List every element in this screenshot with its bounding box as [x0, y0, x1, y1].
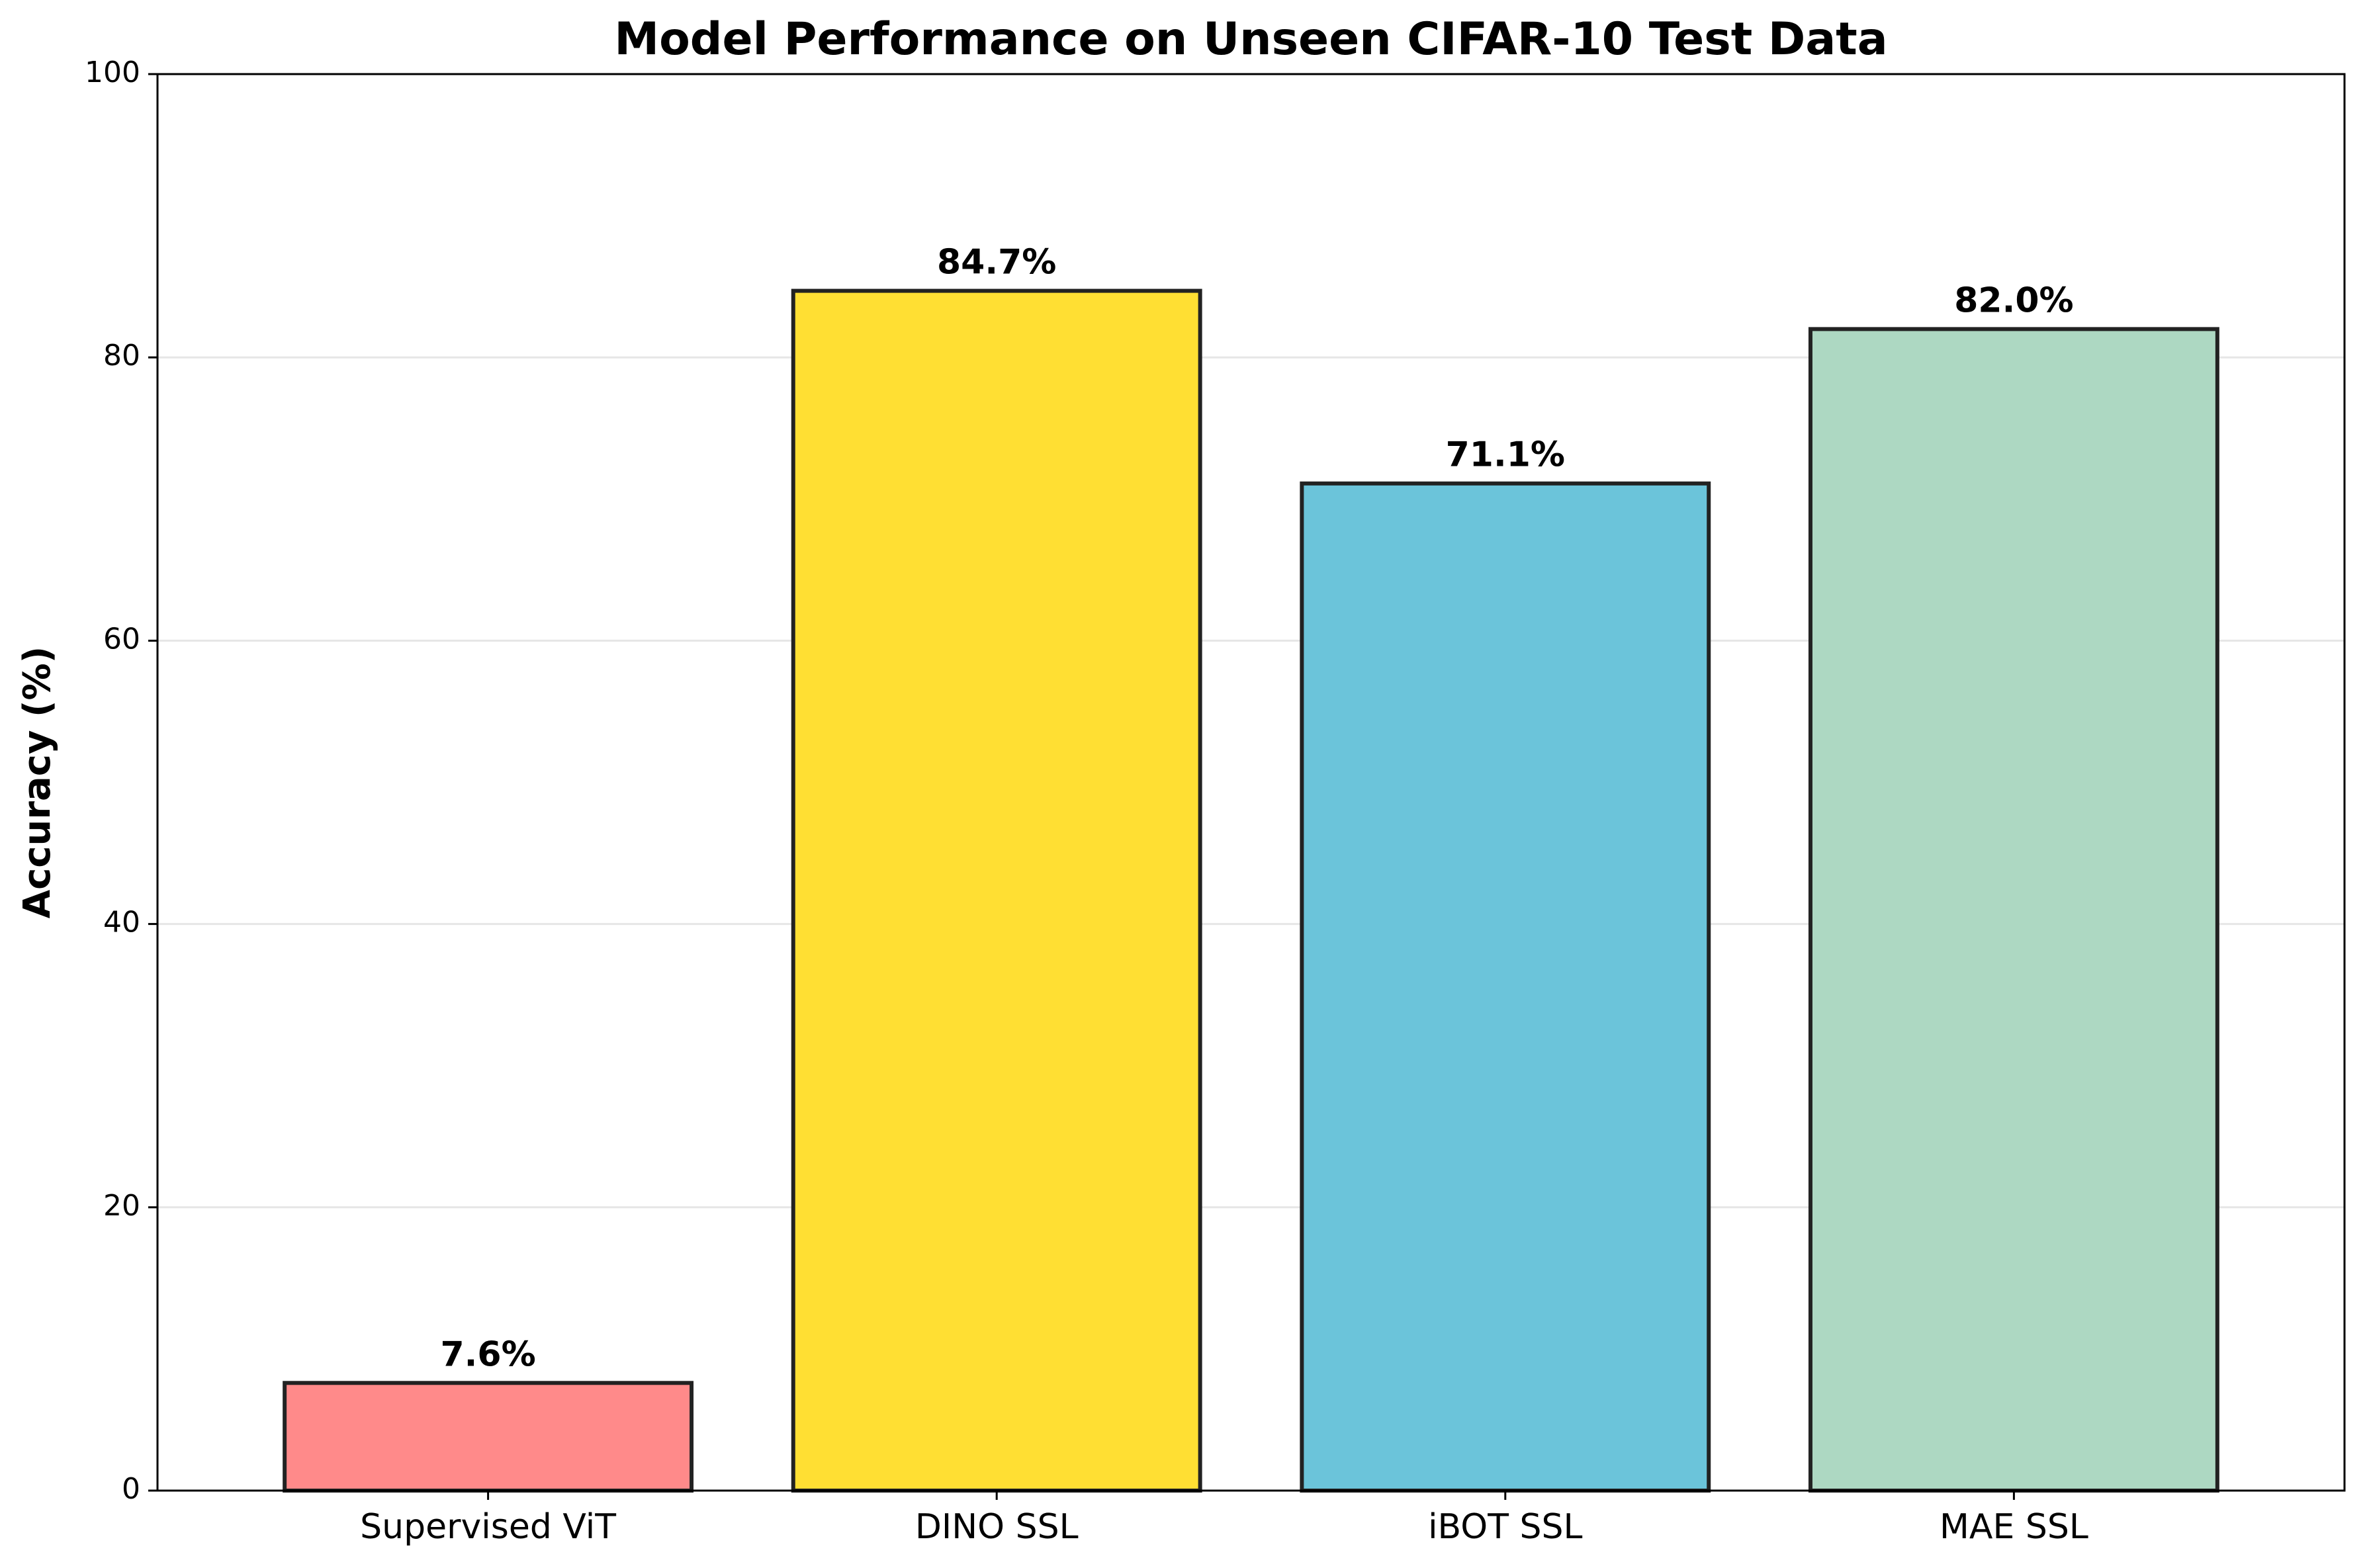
- y-tick-label-60: 60: [103, 622, 140, 656]
- x-tick-label-ibot-ssl: iBOT SSL: [1428, 1507, 1582, 1547]
- data-labels: 7.6% 84.7% 71.1% 82.0%: [440, 243, 2073, 1375]
- y-tick-label-20: 20: [103, 1189, 140, 1223]
- y-tick-label-80: 80: [103, 339, 140, 372]
- y-tick-label-0: 0: [122, 1472, 140, 1506]
- data-label-supervised-vit: 7.6%: [440, 1334, 535, 1374]
- bar-dino-ssl: [791, 288, 1202, 1493]
- bar-ibot-ssl: [1300, 481, 1711, 1493]
- bars: [283, 288, 2219, 1493]
- x-axis-ticks: Supervised ViT DINO SSL iBOT SSL MAE SSL: [360, 1491, 2088, 1547]
- y-tick-label-40: 40: [103, 906, 140, 939]
- x-tick-label-dino-ssl: DINO SSL: [915, 1507, 1079, 1547]
- x-tick-label-supervised-vit: Supervised ViT: [360, 1507, 616, 1547]
- plot-frame: [156, 73, 2346, 1492]
- data-label-dino-ssl: 84.7%: [937, 243, 1056, 283]
- y-axis-ticks: 0 20 40 60 80 100: [85, 56, 157, 1506]
- bar-supervised-vit: [283, 1381, 694, 1493]
- bar-mae-ssl: [1808, 327, 2219, 1493]
- y-axis-label: Accuracy (%): [16, 646, 59, 919]
- data-label-mae-ssl: 82.0%: [1954, 281, 2073, 320]
- data-label-ibot-ssl: 71.1%: [1446, 435, 1565, 475]
- x-tick-label-mae-ssl: MAE SSL: [1940, 1507, 2088, 1547]
- chart-title: Model Performance on Unseen CIFAR-10 Tes…: [614, 13, 1887, 65]
- y-tick-label-100: 100: [85, 56, 140, 89]
